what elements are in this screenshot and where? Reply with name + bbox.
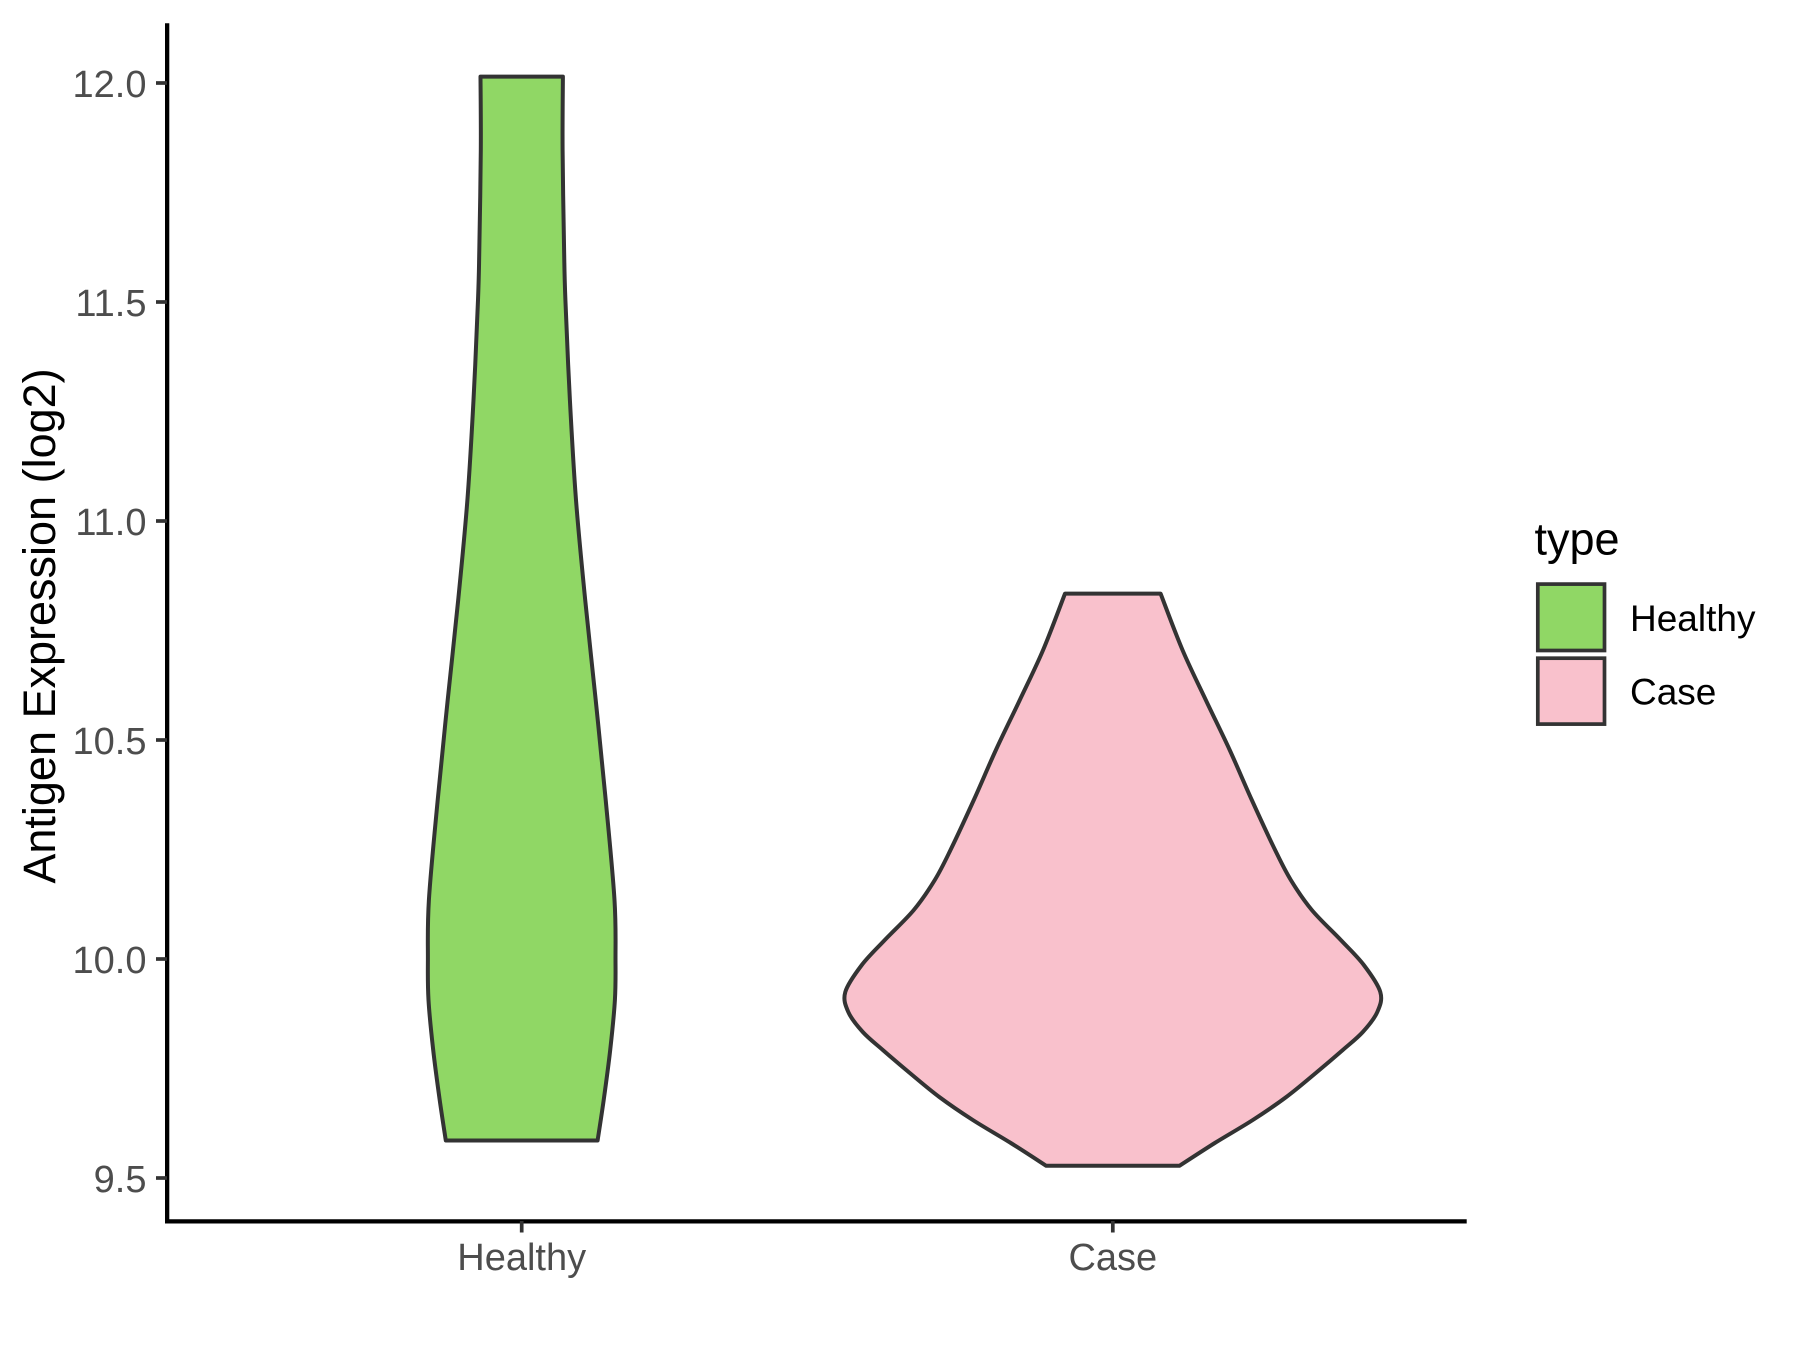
svg-text:11.0: 11.0 [75, 502, 146, 544]
svg-text:11.5: 11.5 [75, 283, 146, 325]
svg-text:type: type [1535, 514, 1620, 565]
svg-text:Case: Case [1630, 671, 1716, 712]
svg-text:Antigen Expression (log2): Antigen Expression (log2) [14, 368, 65, 883]
svg-text:10.0: 10.0 [73, 940, 147, 982]
svg-text:10.5: 10.5 [73, 721, 147, 763]
svg-text:12.0: 12.0 [73, 64, 147, 106]
svg-text:Healthy: Healthy [1630, 598, 1756, 639]
svg-text:Case: Case [1068, 1237, 1157, 1279]
svg-text:9.5: 9.5 [94, 1159, 147, 1201]
svg-text:Healthy: Healthy [457, 1237, 586, 1279]
